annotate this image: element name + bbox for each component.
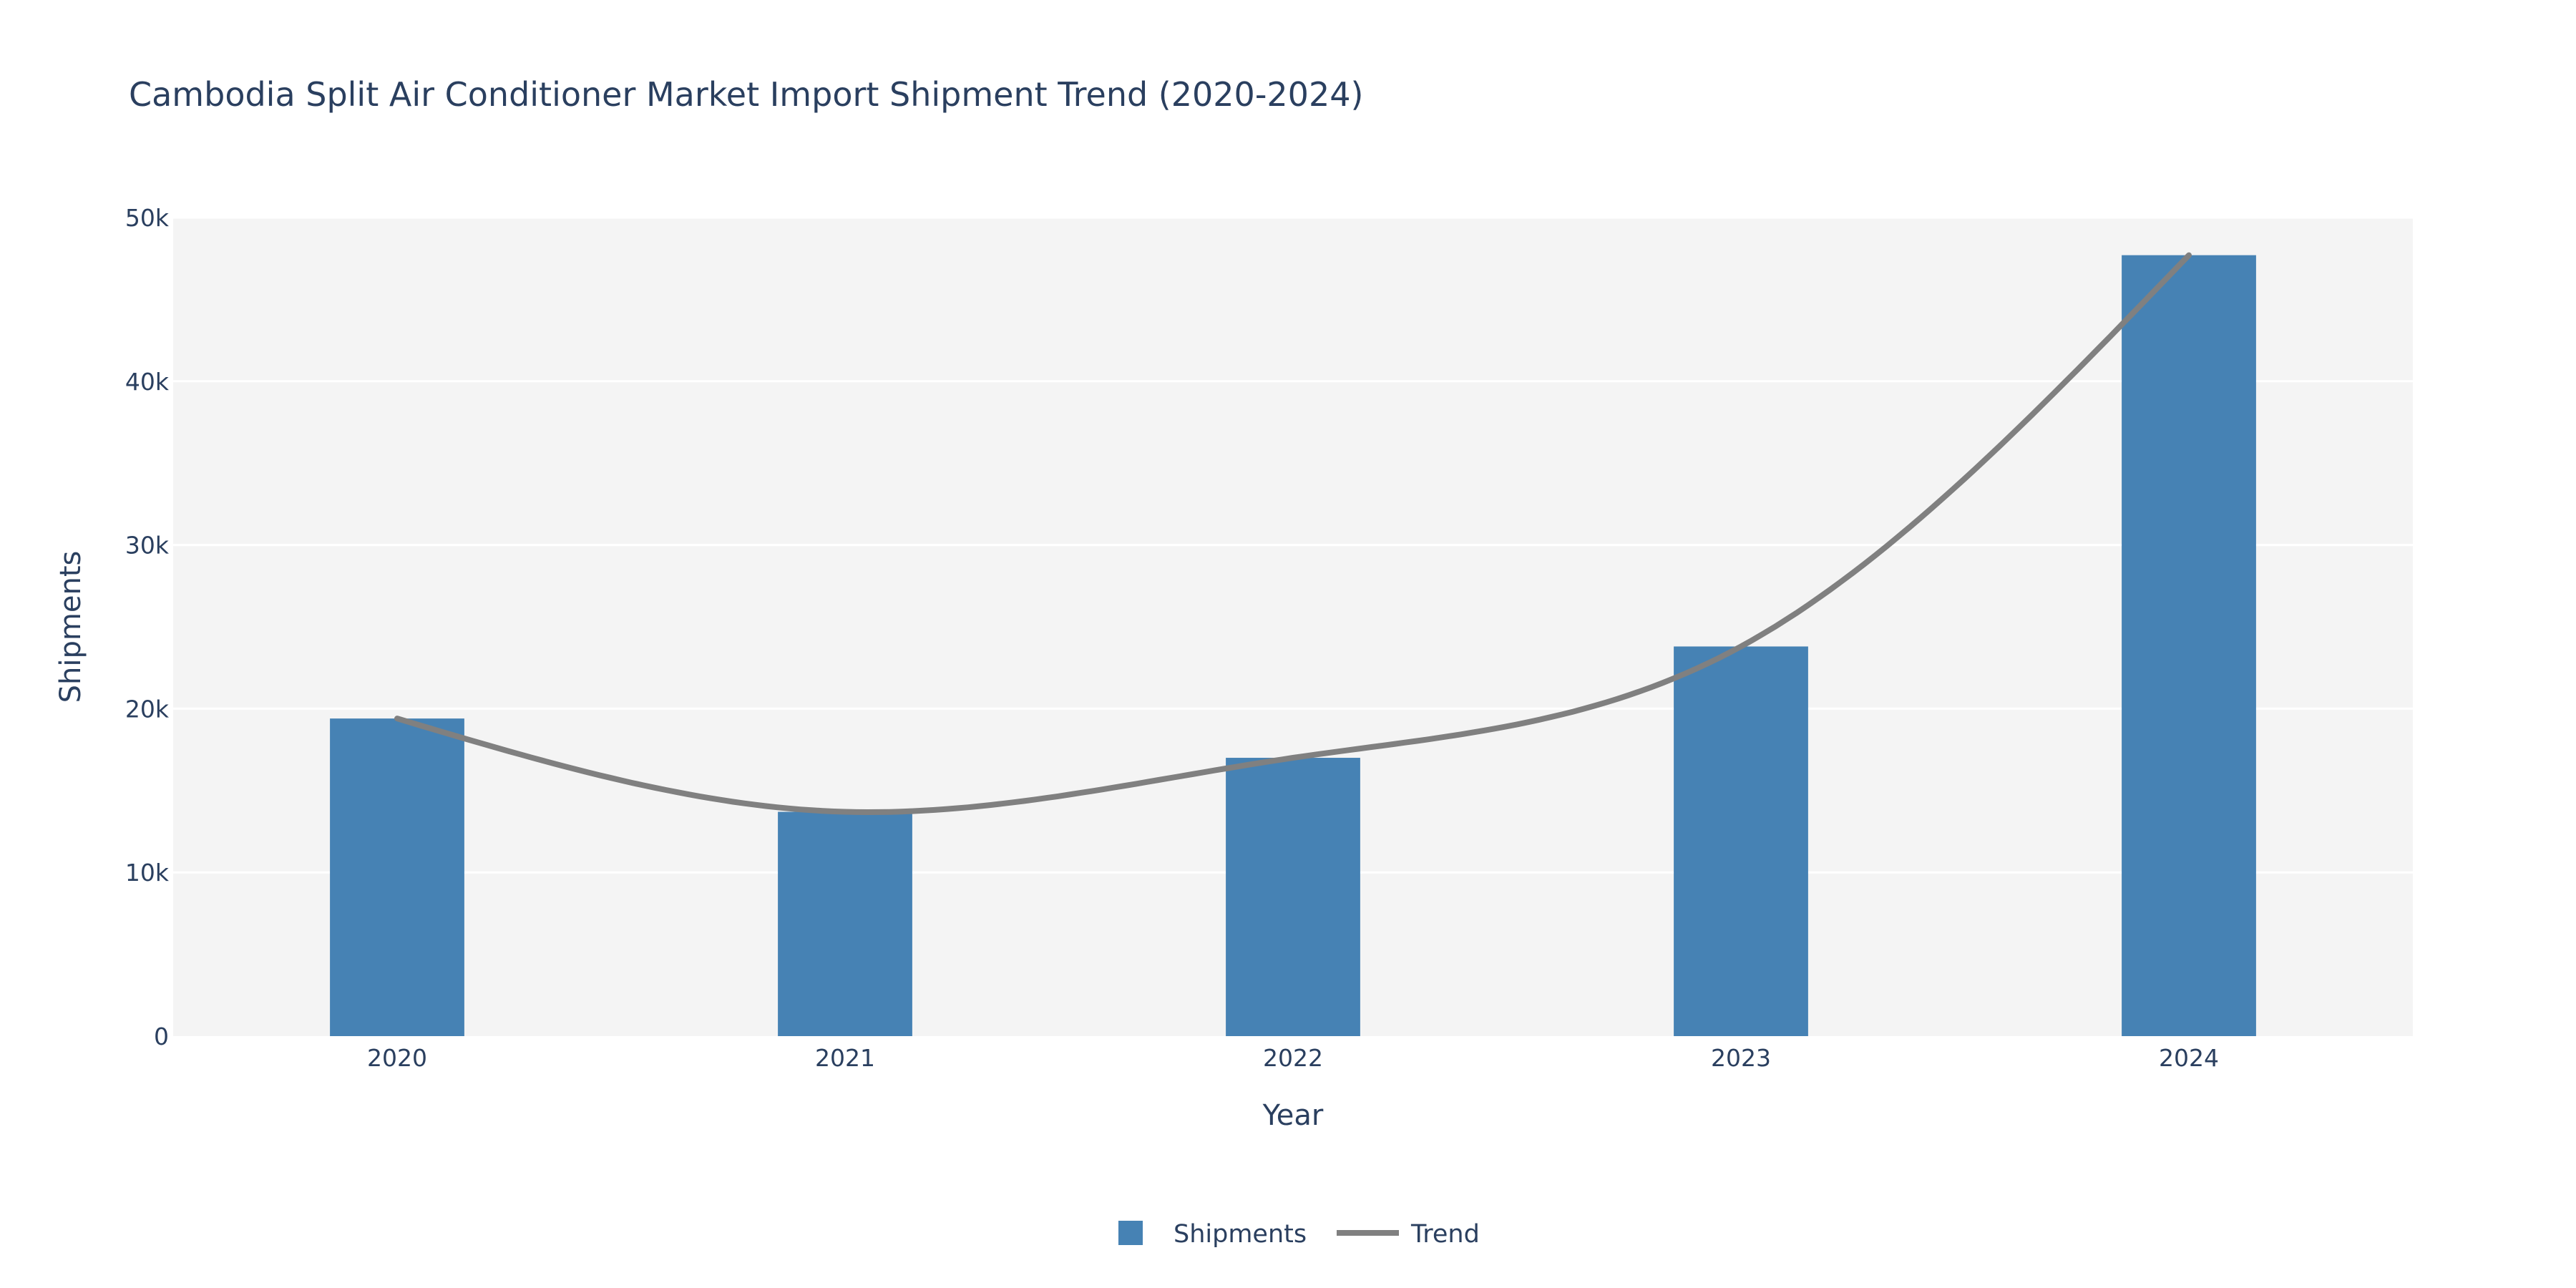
x-tick-label-2024: 2024 — [2159, 1044, 2219, 1072]
legend: Shipments Trend — [1118, 1220, 1480, 1249]
x-tick-label-2023: 2023 — [1711, 1044, 1771, 1072]
x-axis-title: Year — [1262, 1099, 1324, 1132]
gridlines — [173, 216, 2413, 874]
x-tick-label-2022: 2022 — [1263, 1044, 1323, 1072]
legend-shipments-label[interactable]: Shipments — [1174, 1220, 1307, 1249]
y-tick-label: 20k — [125, 695, 170, 723]
y-tick-label: 40k — [125, 368, 170, 396]
y-tick-labels: 0 10k 20k 30k 40k 50k — [125, 204, 170, 1050]
bar-2021[interactable] — [778, 811, 912, 1036]
bar-2020[interactable] — [330, 718, 464, 1036]
y-tick-label: 50k — [125, 204, 170, 232]
legend-shipments-swatch[interactable] — [1118, 1221, 1143, 1245]
y-tick-label: 10k — [125, 859, 170, 887]
x-tick-label-2021: 2021 — [815, 1044, 875, 1072]
x-tick-labels: 2020 2021 2022 2023 2024 — [367, 1044, 2219, 1072]
x-tick-label-2020: 2020 — [367, 1044, 427, 1072]
trend-line — [394, 252, 2192, 815]
legend-trend-label[interactable]: Trend — [1410, 1220, 1480, 1249]
bar-2023[interactable] — [1674, 646, 1808, 1036]
y-tick-label: 30k — [125, 532, 170, 560]
bar-2024[interactable] — [2122, 255, 2256, 1036]
y-tick-label: 0 — [154, 1023, 169, 1050]
y-axis-title: Shipments — [54, 551, 87, 703]
bars — [330, 255, 2256, 1036]
bar-2022[interactable] — [1226, 758, 1360, 1036]
chart-title: Cambodia Split Air Conditioner Market Im… — [129, 75, 1363, 114]
